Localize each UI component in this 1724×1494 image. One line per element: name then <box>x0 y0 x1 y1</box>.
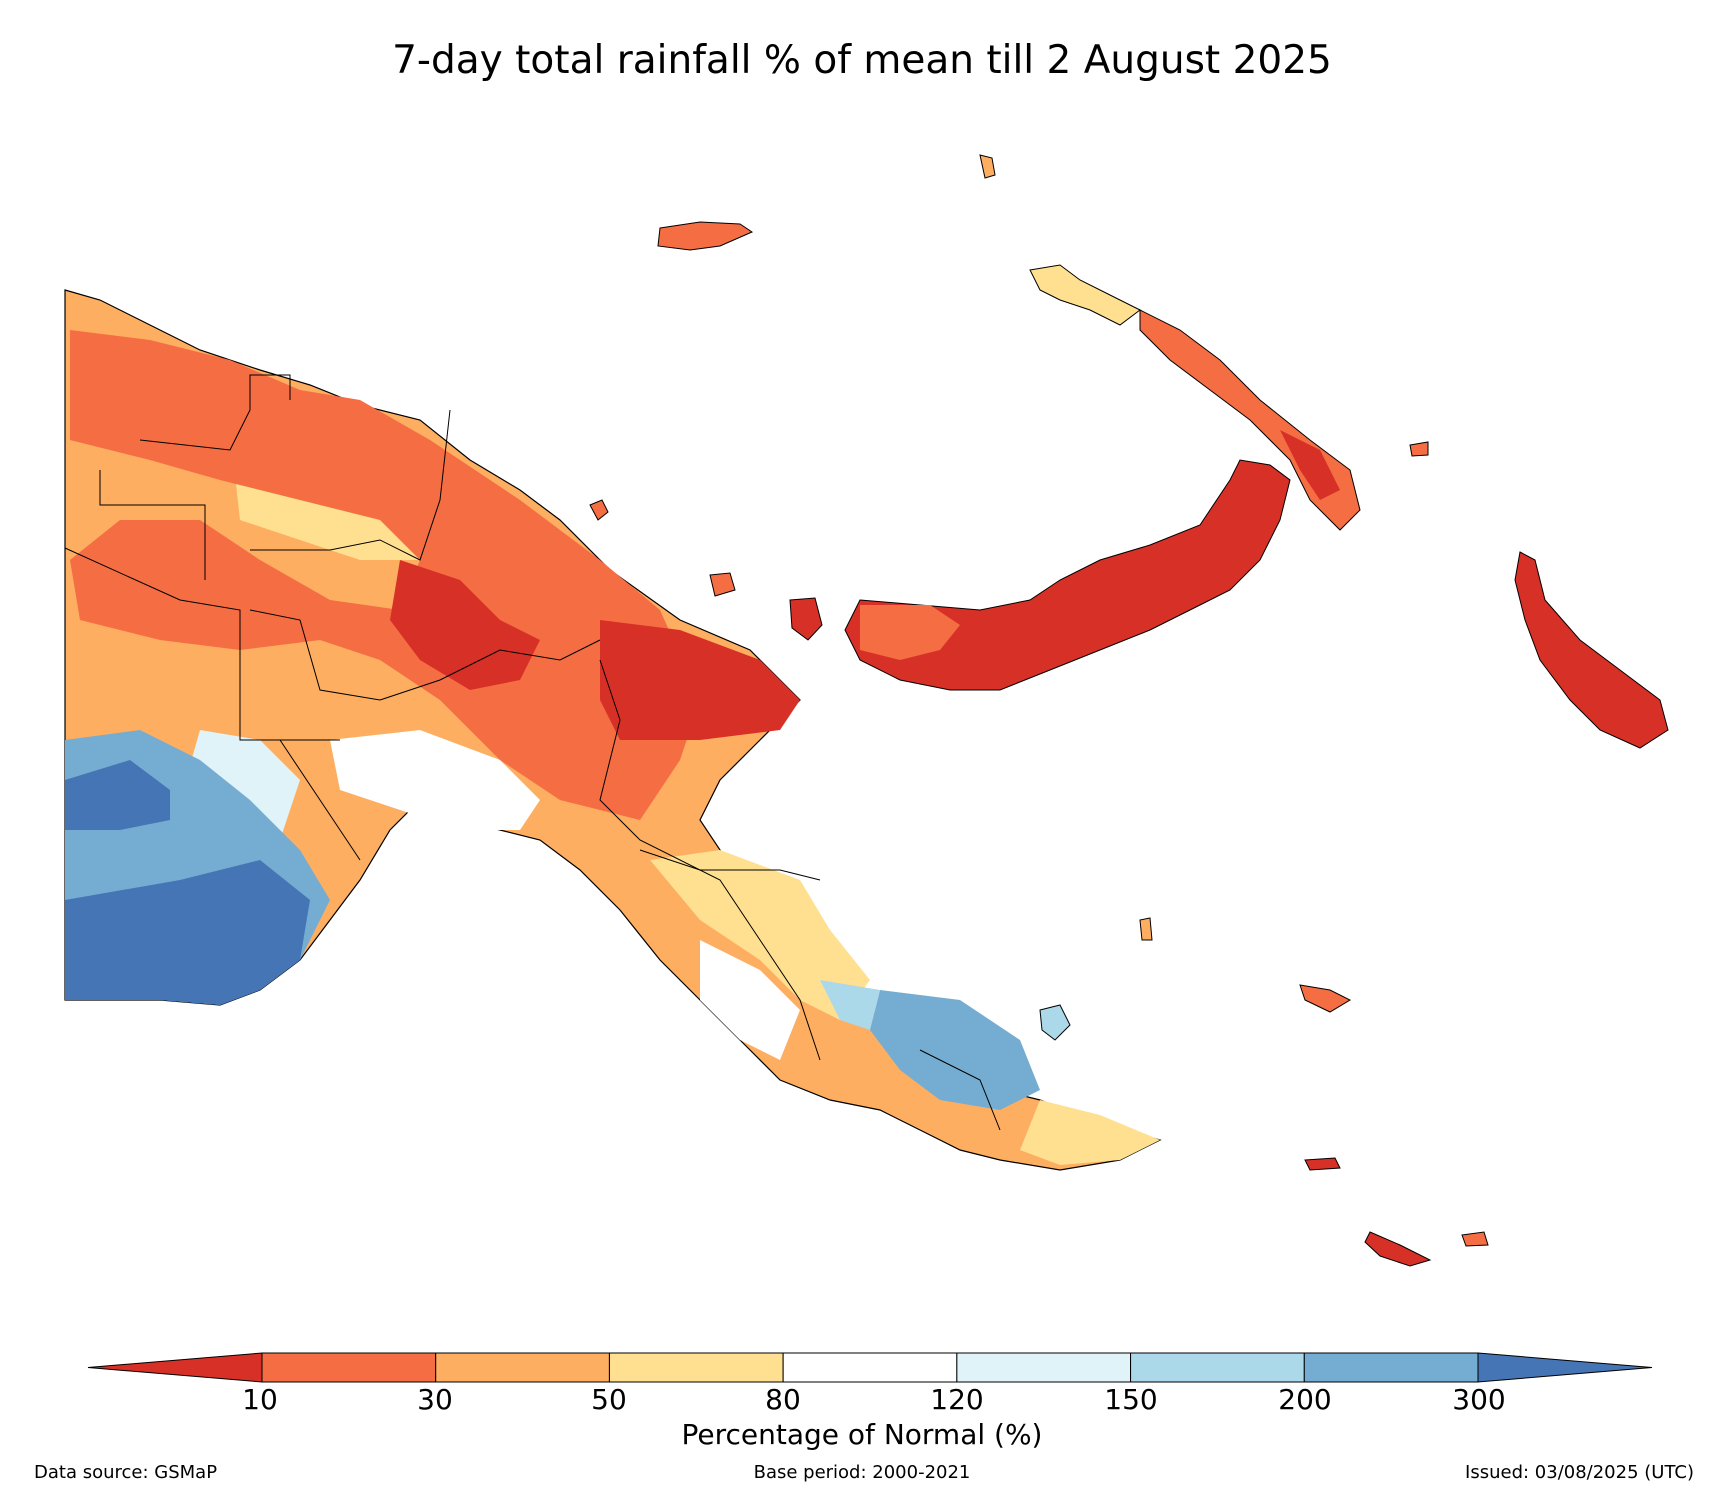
colorbar-extend-high <box>1477 1352 1653 1383</box>
region-milne-lightblue <box>820 980 880 1030</box>
colorbar-tick: 150 <box>1104 1383 1158 1416</box>
island-woodlark <box>1299 984 1352 1013</box>
region-madang-morobe <box>600 620 800 740</box>
island-new-ireland-south <box>1280 430 1340 500</box>
region-western-darkblue <box>65 760 170 830</box>
colorbar-extend-low <box>87 1352 263 1383</box>
map-title: 7-day total rainfall % of mean till 2 Au… <box>392 38 1332 83</box>
issued-date: Issued: 03/08/2025 (UTC) <box>1465 1462 1694 1483</box>
island-new-ireland-north <box>1029 264 1141 326</box>
island-dentrecasteaux <box>1039 1004 1071 1041</box>
colorbar-segment <box>956 1352 1132 1383</box>
province-boundaries <box>64 374 1001 1131</box>
region-peninsula-yellow <box>650 850 870 1020</box>
island-umboi <box>789 597 823 641</box>
colorbar-tick: 120 <box>930 1383 984 1416</box>
island-rossel <box>1461 1231 1489 1247</box>
colorbar-tick: 10 <box>242 1383 278 1416</box>
colorbar-segment <box>261 1352 437 1383</box>
colorbar-tick: 300 <box>1452 1383 1506 1416</box>
island-new-britain <box>844 459 1291 691</box>
colorbar-segment <box>608 1352 784 1383</box>
region-highlands-core <box>390 560 540 690</box>
colorbar-tick: 50 <box>591 1383 627 1416</box>
island-feni <box>1409 441 1429 457</box>
region-western-south <box>65 860 310 1005</box>
island-sudest <box>1364 1231 1432 1267</box>
island-trobriand <box>1139 917 1153 941</box>
colorbar-segment <box>782 1352 958 1383</box>
island-mussau <box>979 154 996 179</box>
base-period: Base period: 2000-2021 <box>753 1462 971 1483</box>
island-long <box>709 572 736 597</box>
region-peninsula-white <box>700 940 800 1060</box>
region-milne-tip <box>1020 1100 1160 1165</box>
colorbar-segment <box>435 1352 610 1383</box>
colorbar-tick: 80 <box>765 1383 801 1416</box>
island-new-britain-west <box>860 605 960 660</box>
colorbar-label: Percentage of Normal (%) <box>681 1418 1043 1451</box>
region-gulf <box>330 730 540 830</box>
colorbar-segment <box>1303 1352 1479 1383</box>
island-bougainville <box>1514 551 1669 749</box>
island-karkar <box>589 499 609 521</box>
data-source: Data source: GSMaP <box>34 1462 218 1483</box>
colorbar-segment <box>1130 1352 1305 1383</box>
colorbar-tick: 30 <box>417 1383 453 1416</box>
colorbar-tick: 200 <box>1278 1383 1332 1416</box>
region-highlands <box>70 330 700 820</box>
island-manus <box>657 221 754 251</box>
island-misima <box>1304 1157 1341 1171</box>
region-milne-bay <box>870 990 1040 1110</box>
